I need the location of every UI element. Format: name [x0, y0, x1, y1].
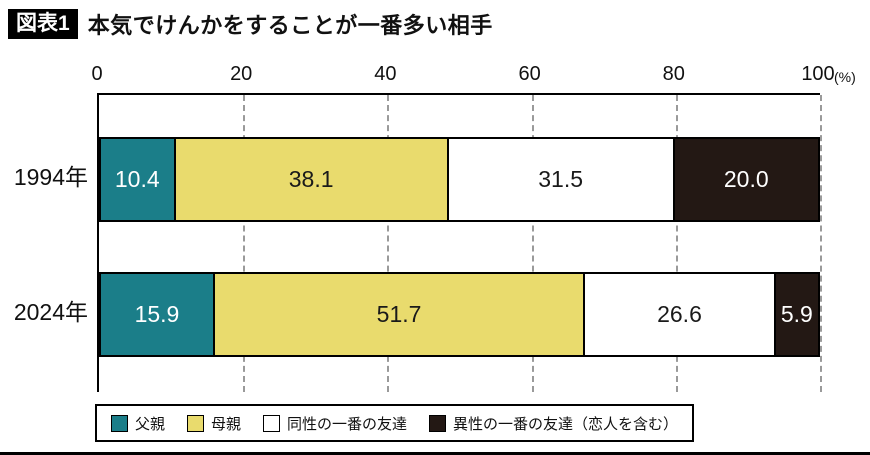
chart-header: 図表1 本気でけんかをすることが一番多い相手: [8, 8, 493, 40]
legend-item: 同性の一番の友達: [263, 413, 407, 434]
bar-segment: 26.6: [585, 274, 776, 355]
bar-row-1994: 10.4 38.1 31.5 20.0: [99, 137, 820, 222]
gridline: [387, 95, 390, 392]
legend-item: 母親: [187, 413, 241, 434]
bar-segment: 38.1: [175, 139, 449, 220]
gridline: [675, 95, 678, 392]
legend-swatch: [263, 414, 281, 432]
bar-segment: 31.5: [448, 139, 675, 220]
category-label-2024: 2024年: [13, 299, 88, 325]
figure-badge: 図表1: [8, 8, 78, 40]
x-tick-label: 60: [518, 63, 541, 85]
x-tick-label: 100: [801, 63, 835, 85]
legend-item: 父親: [111, 413, 165, 434]
gridline: [243, 95, 246, 392]
legend: 父親 母親 同性の一番の友達 異性の一番の友達（恋人を含む）: [95, 404, 695, 442]
x-tick-label: 0: [91, 63, 103, 85]
legend-label: 異性の一番の友達（恋人を含む）: [453, 415, 679, 433]
bar-segment: 5.9: [775, 274, 818, 355]
legend-label: 同性の一番の友達: [287, 415, 408, 433]
legend-swatch: [429, 414, 447, 432]
legend-item: 異性の一番の友達（恋人を含む）: [429, 413, 678, 434]
x-axis-unit: (%): [834, 69, 856, 85]
legend-label: 母親: [211, 415, 242, 433]
legend-swatch: [187, 414, 205, 432]
bottom-rule: [0, 452, 870, 455]
x-tick-label: 40: [374, 63, 397, 85]
x-axis-ticks: (%) 0 20 40 60 80 100: [91, 56, 855, 86]
gridline: [820, 95, 822, 392]
x-tick-label: 20: [230, 63, 253, 85]
chart-title: 本気でけんかをすることが一番多い相手: [87, 13, 493, 38]
legend-label: 父親: [135, 415, 166, 433]
bar-segment: 51.7: [214, 274, 586, 355]
bar-segment: 20.0: [674, 139, 818, 220]
bar-segment: 15.9: [101, 274, 215, 355]
category-label-1994: 1994年: [13, 164, 88, 190]
gridline: [531, 95, 534, 392]
legend-swatch: [111, 414, 128, 432]
x-tick-label: 80: [662, 63, 685, 85]
bar-row-2024: 15.9 51.7 26.6 5.9: [99, 272, 820, 357]
bar-segment: 10.4: [101, 139, 176, 220]
plot-area: 10.4 38.1 31.5 20.0 15.9 51.7 26.6 5.9: [97, 93, 822, 392]
